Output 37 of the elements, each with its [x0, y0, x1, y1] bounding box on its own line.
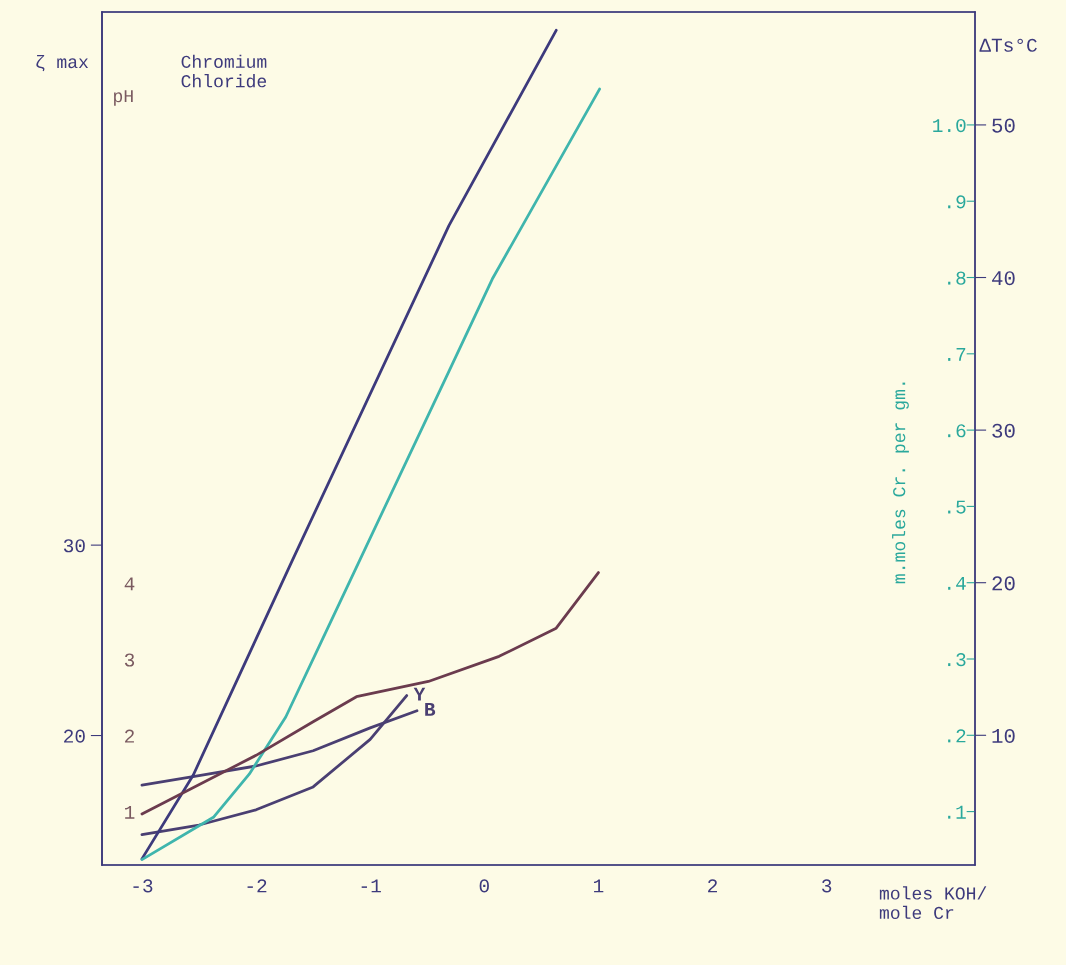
y2-axis-title: ΔTs°C	[979, 38, 1037, 52]
y-tick-label: 1	[125, 805, 135, 819]
y3-tick-label: .1	[948, 805, 966, 819]
y2-tick-label: 20	[992, 576, 1015, 591]
y-axis-title: pH	[114, 90, 133, 106]
x-tick-label: -2	[247, 879, 267, 893]
y2-tick-label: 50	[992, 118, 1015, 133]
y3-tick-label: .6	[948, 424, 966, 438]
x-tick-label: 0	[479, 879, 489, 893]
y3-tick-label: .7	[948, 348, 966, 361]
x-tick-label: 3	[822, 879, 832, 893]
y3-tick-label: .9	[948, 195, 966, 209]
y2-tick-label: 10	[992, 728, 1015, 744]
x-tick-label: -3	[133, 879, 153, 893]
y-tick-label: 3	[124, 653, 135, 667]
y-tick-label: 4	[124, 577, 135, 591]
text: Chromium Chloride	[181, 54, 267, 88]
x-axis-title: moles KOH/ mole Cr	[879, 886, 987, 920]
y3-axis-title: m.moles Cr. per gm.	[892, 382, 909, 584]
y2-tick-label: 30	[992, 423, 1015, 438]
line-series	[140, 571, 600, 816]
y2-tick-label: 40	[992, 271, 1015, 286]
line-series	[140, 87, 601, 862]
x-tick-label: -1	[361, 879, 381, 893]
y3-tick-label: 1.0	[933, 118, 966, 133]
series-label: Y	[413, 687, 426, 701]
x-tick-label: 1	[593, 879, 604, 893]
y-tick-label: 2	[125, 729, 134, 743]
y3-tick-label: .8	[948, 271, 966, 285]
y3-tick-label: .3	[948, 653, 966, 667]
y3-tick-label: .5	[948, 500, 966, 514]
y3-tick-label: .4	[948, 576, 966, 590]
line-series	[140, 28, 558, 861]
x-tick-label: 2	[708, 879, 717, 893]
y-axis-title: ζ max	[36, 54, 89, 72]
y3-tick-label: .2	[948, 729, 966, 743]
series-label: B	[425, 702, 436, 716]
